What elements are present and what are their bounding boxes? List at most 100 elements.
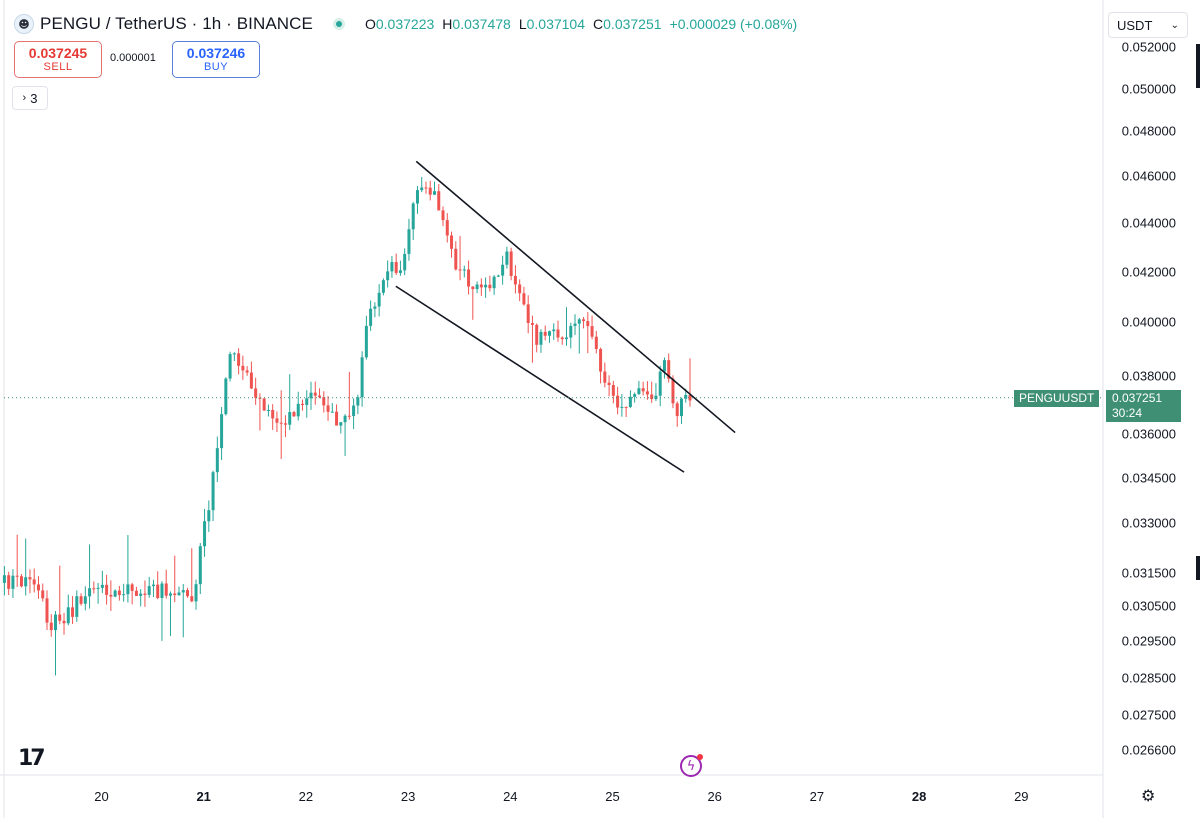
candle-body <box>190 596 194 602</box>
candle-body <box>203 521 207 547</box>
candle-body <box>134 590 138 596</box>
candle-body <box>484 284 488 288</box>
candle-body <box>526 304 530 323</box>
price-tick-label: 0.026600 <box>1121 742 1176 758</box>
candle-body <box>28 577 32 580</box>
candle-body <box>335 411 339 426</box>
bar-countdown: 30:24 <box>1112 406 1143 420</box>
candle-body <box>369 308 373 326</box>
candle-body <box>228 354 232 379</box>
candle-body <box>181 590 185 593</box>
candle-body <box>139 593 143 596</box>
sell-button[interactable]: 0.037245 SELL <box>14 41 102 78</box>
indicators-toggle[interactable]: › 3 <box>12 86 48 110</box>
price-tick-label: 0.030500 <box>1121 598 1176 614</box>
candle-body <box>173 593 177 596</box>
candle-body <box>496 275 500 277</box>
right-edge-marker <box>1196 556 1200 580</box>
candle-body <box>254 388 258 398</box>
right-edge-marker <box>1196 44 1200 88</box>
candle-body <box>305 398 309 406</box>
candle-body <box>15 575 19 577</box>
candle-body <box>556 329 560 338</box>
lightning-icon[interactable]: ϟ <box>680 755 702 777</box>
candle-body <box>88 588 92 597</box>
ohlc-readout: O0.037223 H0.037478 L0.037104 C0.037251 … <box>365 16 797 32</box>
candle-body <box>543 331 547 336</box>
symbol-title[interactable]: PENGU / TetherUS · 1h · BINANCE <box>40 14 313 33</box>
candle-body <box>117 590 121 596</box>
candle-body <box>177 592 181 596</box>
price-tick-label: 0.038000 <box>1121 368 1176 384</box>
price-tick-label: 0.027500 <box>1121 707 1176 723</box>
candle-body <box>19 576 23 587</box>
candle-body <box>364 325 368 358</box>
candle-body <box>41 590 45 599</box>
candle-body <box>475 284 479 290</box>
ohlc-low: L0.037104 <box>518 16 586 32</box>
candle-body <box>232 353 236 355</box>
candle-body <box>168 593 172 596</box>
candle-body <box>582 319 586 322</box>
candle-body <box>160 583 164 598</box>
last-price-symbol-label: PENGUUSDT <box>1014 390 1100 407</box>
candle-body <box>450 235 454 249</box>
candle-body <box>11 575 15 589</box>
candle-body <box>347 415 351 417</box>
price-tick-label: 0.052000 <box>1121 39 1176 55</box>
candle-body <box>113 590 117 597</box>
candle-body <box>518 284 522 294</box>
ohlc-open: O0.037223 <box>364 16 435 32</box>
candle-body <box>147 586 151 595</box>
candle-body <box>488 284 492 289</box>
candle-body <box>565 337 569 340</box>
price-tick-label: 0.033000 <box>1121 515 1176 531</box>
ohlc-close: C0.037251 <box>593 16 662 32</box>
time-tick-label: 26 <box>707 789 722 804</box>
candle-body <box>92 588 96 590</box>
candle-body <box>326 405 330 412</box>
buy-button[interactable]: 0.037246 BUY <box>172 41 260 78</box>
candle-body <box>343 415 347 423</box>
candle-body <box>122 594 126 596</box>
candle-body <box>258 397 262 399</box>
candle-body <box>454 248 458 270</box>
currency-select[interactable]: USDT ⌄ <box>1108 12 1188 38</box>
candle-body <box>611 385 615 396</box>
candle-body <box>679 398 683 417</box>
candle-body <box>458 269 462 271</box>
candle-body <box>620 406 624 408</box>
candle-body <box>262 398 266 411</box>
candle-body <box>684 394 688 399</box>
candle-body <box>75 596 79 617</box>
candle-body <box>309 392 313 399</box>
chevron-down-icon: ⌄ <box>1170 19 1179 31</box>
spread-value: 0.000001 <box>110 52 156 64</box>
chart-header: ☻ PENGU / TetherUS · 1h · BINANCE O0.037… <box>14 12 797 36</box>
candle-body <box>645 391 649 395</box>
market-status-icon[interactable] <box>332 18 345 30</box>
candle-body <box>105 584 109 595</box>
candle-body <box>590 326 594 337</box>
candle-body <box>467 269 471 287</box>
tradingview-logo[interactable]: 17 <box>18 746 46 771</box>
candle-body <box>224 378 228 415</box>
last-price-value: 0.037251 <box>1112 391 1163 405</box>
candle-body <box>271 410 275 419</box>
buy-price: 0.037246 <box>186 45 246 61</box>
candle-body <box>96 587 100 589</box>
candle-body <box>654 395 658 400</box>
indicators-count: 3 <box>30 90 38 106</box>
candle-body <box>126 584 130 595</box>
candle-body <box>79 596 83 604</box>
candle-body <box>616 395 620 408</box>
price-tick-label: 0.031500 <box>1121 565 1176 581</box>
trendline[interactable] <box>395 285 685 473</box>
gear-icon[interactable]: ⚙ <box>1141 786 1156 805</box>
candle-body <box>151 584 155 587</box>
candle-body <box>492 276 496 289</box>
trendline[interactable] <box>415 160 736 434</box>
candle-body <box>599 348 603 372</box>
